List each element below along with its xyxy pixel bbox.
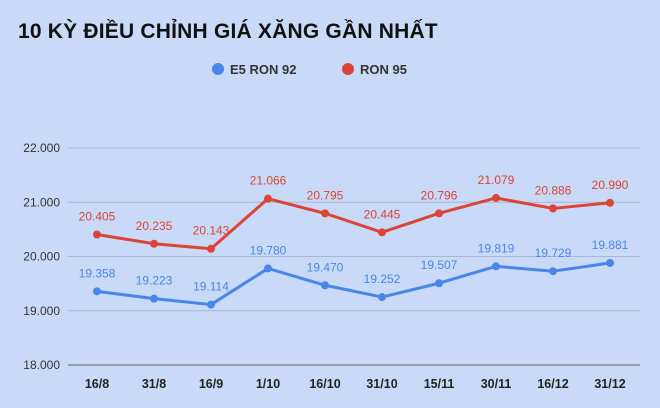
- legend-marker: [342, 63, 354, 75]
- y-tick-label: 19.000: [23, 304, 60, 318]
- legend-marker: [212, 63, 224, 75]
- data-point: [150, 239, 158, 248]
- data-point: [150, 294, 158, 303]
- data-point: [378, 293, 386, 302]
- chart-title: 10 KỲ ĐIỀU CHỈNH GIÁ XĂNG GẦN NHẤT: [18, 20, 438, 43]
- y-tick-label: 18.000: [23, 358, 60, 372]
- data-label: 19.223: [136, 274, 173, 288]
- data-point: [321, 209, 329, 218]
- data-point: [606, 198, 614, 207]
- data-label: 19.252: [364, 272, 401, 286]
- x-tick-label: 1/10: [256, 377, 280, 391]
- y-tick-label: 20.000: [23, 250, 60, 264]
- x-tick-label: 31/10: [366, 377, 397, 391]
- data-label: 19.729: [535, 246, 572, 260]
- series-line: [95, 261, 612, 307]
- data-point: [549, 267, 557, 276]
- data-label: 19.819: [478, 241, 515, 255]
- data-label: 21.079: [478, 173, 515, 187]
- data-point: [321, 281, 329, 290]
- data-label: 20.143: [193, 224, 230, 238]
- data-point: [93, 287, 101, 296]
- x-tick-label: 16/8: [85, 377, 109, 391]
- data-label: 20.235: [136, 219, 173, 233]
- x-tick-label: 15/11: [424, 377, 455, 391]
- data-point: [264, 194, 272, 203]
- y-tick-label: 22.000: [23, 141, 60, 155]
- data-label: 19.358: [79, 266, 116, 280]
- series-line: [95, 196, 612, 251]
- data-label: 20.796: [421, 188, 458, 202]
- data-point: [93, 230, 101, 239]
- data-label: 20.886: [535, 183, 572, 197]
- data-point: [435, 279, 443, 288]
- data-point: [264, 264, 272, 273]
- data-label: 19.470: [307, 260, 344, 274]
- data-point: [549, 204, 557, 213]
- data-label: 20.990: [592, 178, 629, 192]
- x-tick-label: 16/12: [537, 377, 568, 391]
- data-point: [492, 193, 500, 202]
- x-tick-label: 31/8: [142, 377, 166, 391]
- data-label: 19.881: [592, 238, 629, 252]
- data-point: [435, 209, 443, 218]
- y-tick-label: 21.000: [23, 195, 60, 209]
- data-label: 20.795: [307, 188, 344, 202]
- data-point: [606, 258, 614, 267]
- data-label: 20.405: [79, 210, 116, 224]
- data-point: [207, 300, 215, 309]
- legend-label: E5 RON 92: [230, 62, 296, 77]
- data-point: [378, 228, 386, 237]
- data-label: 19.780: [250, 243, 287, 257]
- data-label: 19.114: [193, 280, 229, 294]
- data-point: [207, 244, 215, 253]
- legend-label: RON 95: [360, 62, 407, 77]
- x-tick-label: 30/11: [481, 377, 512, 391]
- data-point: [492, 262, 500, 271]
- data-label: 21.066: [250, 174, 287, 188]
- x-tick-label: 16/10: [309, 377, 340, 391]
- data-label: 19.507: [421, 258, 458, 272]
- x-tick-label: 31/12: [594, 377, 625, 391]
- data-label: 20.445: [364, 207, 401, 221]
- x-tick-label: 16/9: [199, 377, 223, 391]
